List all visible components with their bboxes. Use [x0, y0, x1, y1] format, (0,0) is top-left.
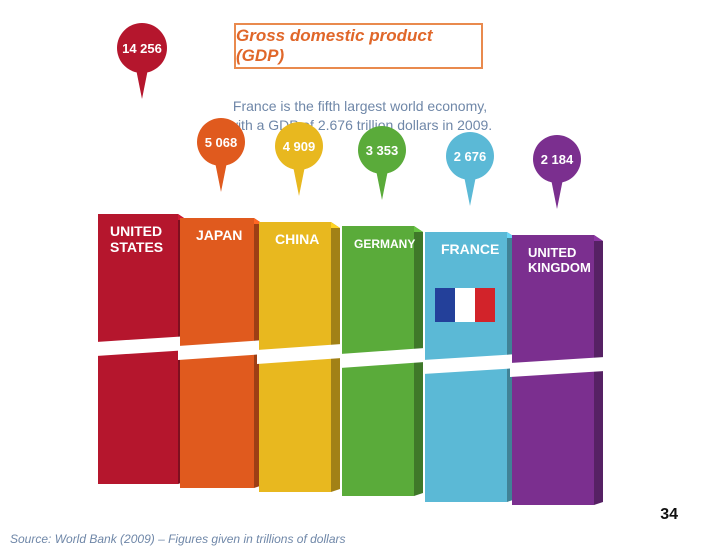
value-pin-tail — [293, 166, 305, 196]
value-pin — [275, 122, 323, 170]
chart-title: Gross domestic product (GDP) — [236, 26, 433, 65]
subtitle-line-1: France is the fifth largest world econom… — [232, 98, 488, 114]
axis-break — [178, 340, 265, 360]
category-label-1-line-1: UNITED — [110, 223, 162, 239]
flag-stripe-1 — [435, 288, 455, 322]
bar-group-2: JAPAN 5 068 — [178, 118, 265, 488]
category-label-5: FRANCE — [441, 241, 499, 257]
value-pin — [197, 118, 245, 166]
bar-group-3: CHINA 4 909 — [257, 122, 342, 492]
value-pin-tail — [215, 162, 227, 192]
page-number: 34 — [660, 506, 678, 523]
value-label-3: 4 909 — [283, 139, 316, 154]
value-pin-tail — [464, 176, 476, 206]
chart-title-box: Gross domestic product (GDP) — [234, 23, 483, 69]
source-note: Source: World Bank (2009) – Figures give… — [10, 532, 346, 546]
value-pin — [117, 23, 167, 73]
value-pin — [446, 132, 494, 180]
value-label-4: 3 353 — [366, 143, 399, 158]
value-pin-tail — [376, 170, 388, 200]
value-label-6: 2 184 — [541, 152, 574, 167]
value-pin — [358, 126, 406, 174]
axis-break — [257, 344, 342, 364]
category-label-1-line-2: STATES — [110, 239, 163, 255]
value-pin-tail — [136, 69, 148, 99]
category-label-4: GERMANY — [354, 237, 415, 251]
category-label-6-line-2: KINGDOM — [528, 260, 591, 275]
axis-break — [340, 348, 425, 368]
category-label-6-line-1: UNITED — [528, 245, 576, 260]
axis-break — [423, 354, 518, 374]
value-pin-tail — [551, 179, 563, 209]
value-label-1: 14 256 — [122, 41, 162, 56]
category-label-3: CHINA — [275, 231, 319, 247]
flag-stripe-2 — [455, 288, 475, 322]
value-label-5: 2 676 — [454, 149, 487, 164]
axis-break — [510, 357, 605, 377]
flag-stripe-3 — [475, 288, 495, 322]
value-label-2: 5 068 — [205, 135, 238, 150]
category-label-2: JAPAN — [196, 227, 242, 243]
axis-break — [96, 336, 189, 356]
bar-group-5: FRANCE 2 676 — [423, 132, 518, 502]
value-pin — [533, 135, 581, 183]
bar-group-4: GERMANY 3 353 — [340, 126, 425, 496]
